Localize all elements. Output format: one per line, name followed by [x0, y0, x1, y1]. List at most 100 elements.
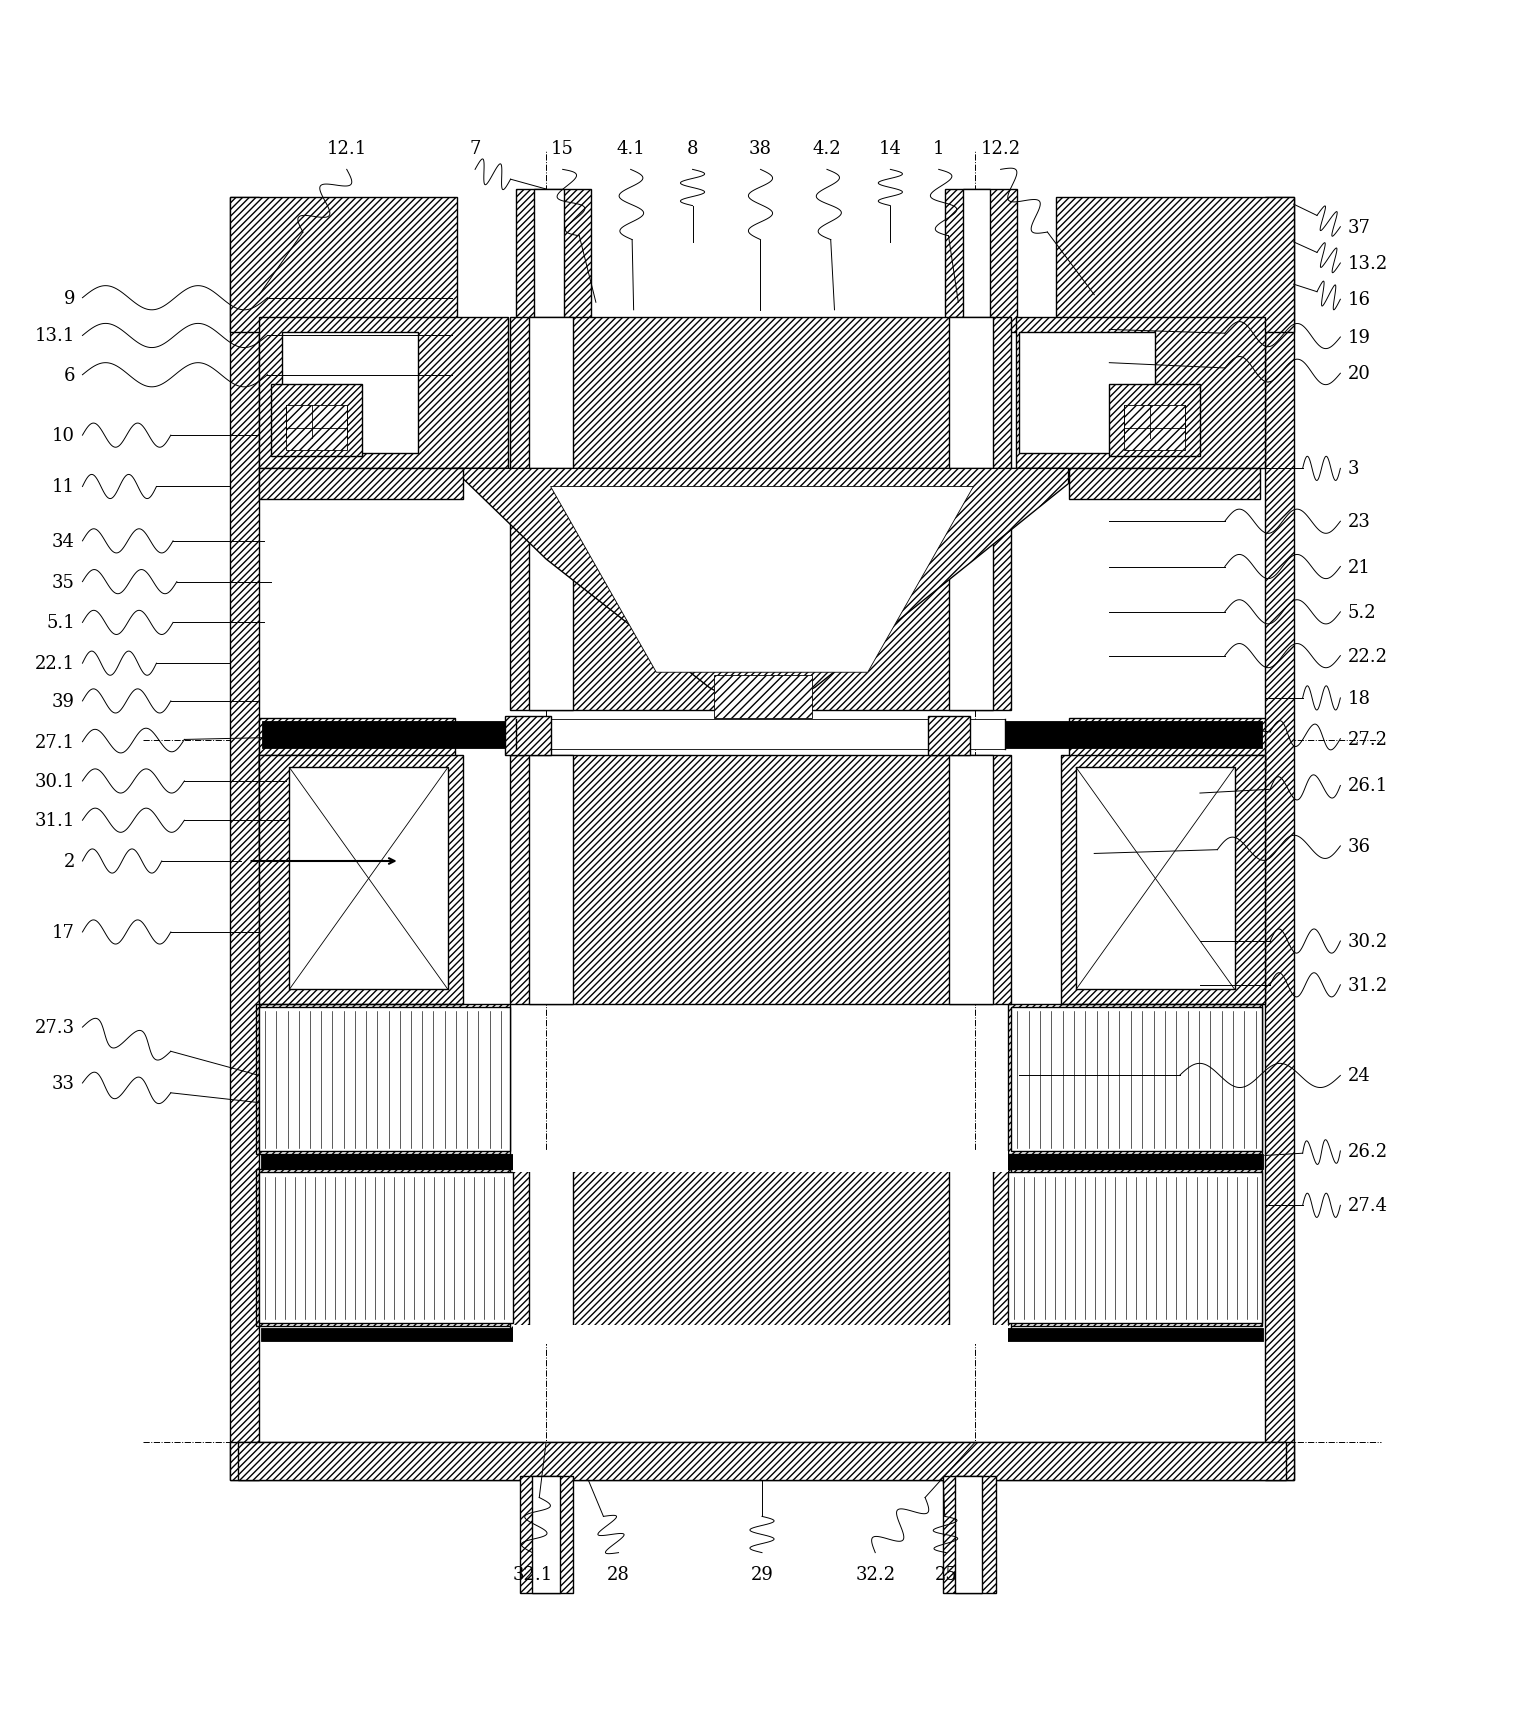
Bar — [928, 717, 971, 756]
Bar — [262, 722, 1262, 748]
Text: 31.1: 31.1 — [35, 812, 75, 830]
Bar — [1068, 718, 1265, 770]
Bar — [1056, 198, 1294, 333]
Text: 30.1: 30.1 — [35, 772, 75, 791]
Bar — [1006, 1170, 1262, 1327]
Bar — [532, 1477, 559, 1594]
Bar — [943, 1477, 997, 1594]
Text: 22.1: 22.1 — [35, 655, 75, 672]
Bar — [282, 333, 418, 453]
Bar — [506, 717, 550, 756]
Bar — [713, 675, 812, 718]
Text: 7: 7 — [469, 140, 480, 159]
Text: 8: 8 — [687, 140, 698, 159]
Bar — [945, 190, 1017, 333]
Text: 33: 33 — [52, 1075, 75, 1092]
Bar — [956, 1477, 983, 1594]
Bar — [287, 405, 347, 451]
Text: 32.2: 32.2 — [855, 1564, 895, 1583]
Bar — [1068, 469, 1260, 500]
Bar — [1009, 1172, 1262, 1323]
Bar — [949, 319, 994, 710]
Text: 5.2: 5.2 — [1347, 603, 1376, 622]
Text: 38: 38 — [748, 140, 773, 159]
Text: 27.3: 27.3 — [35, 1018, 75, 1037]
Text: 29: 29 — [750, 1564, 774, 1583]
Bar — [1009, 1005, 1262, 1154]
Bar — [529, 319, 573, 710]
Bar — [230, 1442, 1294, 1480]
Bar — [515, 720, 1006, 750]
Text: 18: 18 — [1347, 689, 1372, 708]
Text: 27.2: 27.2 — [1347, 731, 1388, 748]
Bar — [1061, 756, 1265, 1005]
Bar — [514, 1151, 1009, 1172]
Text: 36: 36 — [1347, 837, 1372, 855]
Text: 21: 21 — [1347, 558, 1370, 575]
Bar — [230, 198, 259, 1480]
Bar — [290, 768, 448, 989]
Bar — [261, 1154, 1263, 1170]
Text: 34: 34 — [52, 532, 75, 551]
Text: 23: 23 — [1347, 513, 1370, 531]
Text: 6: 6 — [64, 367, 75, 384]
Bar — [511, 319, 1010, 710]
Text: 3: 3 — [1347, 460, 1359, 477]
Bar — [1015, 319, 1265, 469]
Bar — [259, 1172, 514, 1323]
Text: 4.1: 4.1 — [616, 140, 645, 159]
Bar — [256, 1005, 511, 1154]
Text: 17: 17 — [52, 924, 75, 941]
Text: 14: 14 — [879, 140, 902, 159]
Bar — [259, 718, 456, 770]
Text: 22.2: 22.2 — [1347, 648, 1388, 665]
Bar — [1076, 768, 1234, 989]
Bar — [949, 756, 994, 1005]
Text: 37: 37 — [1347, 219, 1370, 236]
Text: 20: 20 — [1347, 365, 1370, 383]
Bar — [271, 384, 361, 457]
Text: 13.2: 13.2 — [1347, 255, 1388, 272]
Text: 26.1: 26.1 — [1347, 777, 1388, 794]
Bar — [259, 756, 332, 855]
Bar — [1018, 333, 1155, 453]
Text: 19: 19 — [1347, 329, 1372, 346]
Bar — [529, 1166, 573, 1330]
Bar — [238, 1442, 1286, 1480]
Polygon shape — [550, 488, 974, 674]
Bar — [1125, 405, 1184, 451]
Text: 27.4: 27.4 — [1347, 1196, 1388, 1215]
Polygon shape — [453, 469, 1068, 718]
Bar — [230, 198, 457, 333]
Text: 39: 39 — [52, 693, 75, 710]
Text: 28: 28 — [607, 1564, 629, 1583]
Text: 12.2: 12.2 — [980, 140, 1021, 159]
Text: 30.2: 30.2 — [1347, 932, 1388, 951]
Text: 35: 35 — [52, 574, 75, 591]
Text: 5.1: 5.1 — [46, 613, 75, 632]
Text: 27.1: 27.1 — [35, 734, 75, 751]
Bar — [259, 1008, 511, 1151]
Text: 16: 16 — [1347, 291, 1372, 308]
Text: 32.1: 32.1 — [512, 1564, 553, 1583]
Text: 13.1: 13.1 — [35, 327, 75, 345]
Bar — [1190, 756, 1263, 855]
Text: 24: 24 — [1347, 1067, 1370, 1085]
Text: 25: 25 — [934, 1564, 957, 1583]
Bar — [1010, 1008, 1262, 1151]
Bar — [259, 756, 463, 1005]
Text: 9: 9 — [64, 289, 75, 307]
Text: 2: 2 — [64, 853, 75, 870]
Text: 11: 11 — [52, 479, 75, 496]
Bar — [963, 190, 991, 333]
Bar — [511, 756, 1010, 1005]
Bar — [511, 1170, 1010, 1330]
Bar — [533, 190, 564, 333]
Bar — [261, 1328, 1263, 1342]
Bar — [515, 190, 591, 333]
Bar — [520, 1477, 573, 1594]
Bar — [1109, 384, 1199, 457]
Text: 10: 10 — [52, 427, 75, 445]
Bar — [529, 756, 573, 1005]
Text: 1: 1 — [933, 140, 945, 159]
